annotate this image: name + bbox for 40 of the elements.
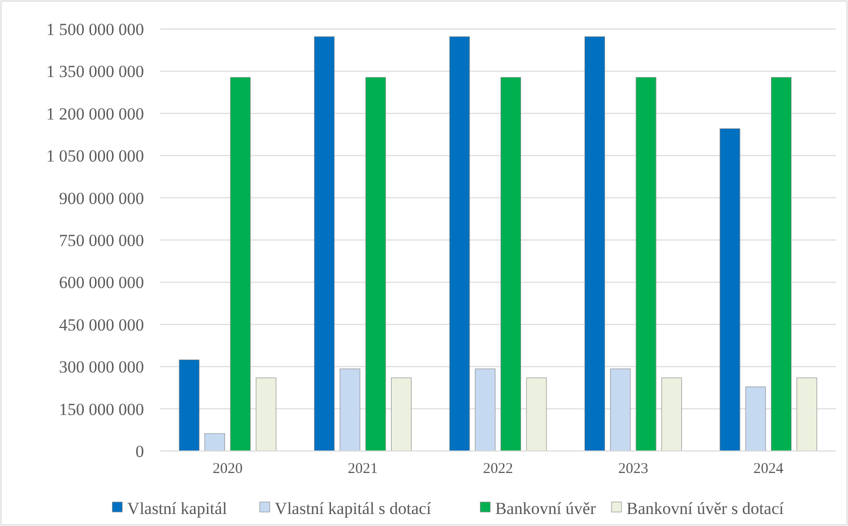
bar bbox=[230, 77, 251, 452]
bar bbox=[526, 378, 547, 452]
bar bbox=[610, 368, 631, 452]
bar bbox=[796, 378, 818, 452]
bar bbox=[745, 386, 766, 452]
bar bbox=[636, 77, 656, 452]
bar bbox=[340, 368, 360, 452]
bar bbox=[314, 36, 335, 452]
x-tick-label: 2023 bbox=[618, 461, 648, 477]
y-tick-label: 0 bbox=[136, 442, 144, 461]
bar bbox=[391, 378, 412, 452]
x-tick-label: 2021 bbox=[348, 461, 378, 477]
legend-label: Vlastní kapitál s dotací bbox=[274, 498, 432, 518]
y-tick-label: 1 500 000 000 bbox=[46, 20, 144, 39]
bar bbox=[204, 433, 226, 452]
legend-label: Bankovní úvěr bbox=[495, 498, 596, 518]
bar bbox=[661, 378, 682, 452]
bar bbox=[720, 128, 740, 452]
bar bbox=[178, 360, 200, 452]
bar bbox=[500, 77, 522, 452]
bar bbox=[770, 77, 792, 452]
y-tick-label: 900 000 000 bbox=[59, 188, 144, 208]
y-tick-label: 750 000 000 bbox=[59, 230, 144, 250]
y-tick-label: 450 000 000 bbox=[59, 315, 144, 334]
y-tick-label: 1 350 000 000 bbox=[46, 62, 144, 82]
legend-label: Vlastní kapitál bbox=[127, 498, 228, 518]
y-tick-label: 300 000 000 bbox=[59, 358, 144, 377]
bar bbox=[584, 36, 605, 452]
bar bbox=[474, 368, 496, 452]
x-tick-label: 2022 bbox=[483, 461, 513, 477]
x-tick-label: 2024 bbox=[753, 461, 784, 477]
bar bbox=[449, 36, 470, 452]
y-tick-label: 1 050 000 000 bbox=[46, 146, 144, 166]
y-tick-label: 600 000 000 bbox=[59, 273, 144, 292]
legend-label: Bankovní úvěr s dotací bbox=[626, 498, 784, 518]
y-tick-label: 1 200 000 000 bbox=[46, 104, 144, 124]
y-tick-label: 150 000 000 bbox=[59, 400, 144, 419]
x-tick-label: 2020 bbox=[212, 461, 243, 477]
bar bbox=[365, 77, 386, 452]
bar bbox=[256, 378, 276, 452]
